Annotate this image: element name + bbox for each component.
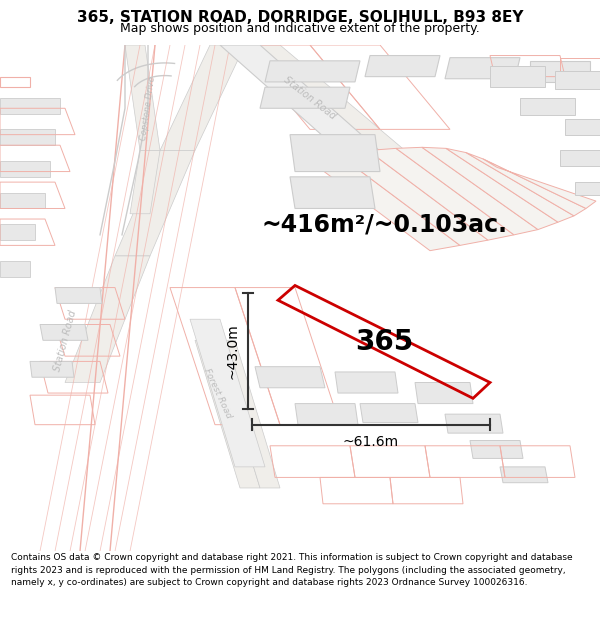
Polygon shape (265, 61, 360, 82)
Polygon shape (415, 382, 473, 404)
Text: Forest Road: Forest Road (203, 367, 233, 419)
Polygon shape (0, 261, 30, 277)
Polygon shape (365, 56, 440, 77)
Polygon shape (0, 98, 60, 114)
Polygon shape (530, 61, 590, 82)
Text: ~43.0m: ~43.0m (226, 323, 240, 379)
Polygon shape (565, 119, 600, 134)
Polygon shape (490, 66, 545, 87)
Polygon shape (220, 45, 415, 182)
Polygon shape (555, 71, 600, 89)
Polygon shape (560, 151, 600, 166)
Polygon shape (290, 134, 380, 171)
Polygon shape (0, 129, 55, 145)
Polygon shape (575, 182, 600, 195)
Polygon shape (310, 156, 460, 251)
Polygon shape (255, 367, 325, 388)
Polygon shape (0, 192, 45, 209)
Text: 365: 365 (355, 328, 413, 356)
Polygon shape (195, 340, 260, 488)
Polygon shape (295, 404, 358, 425)
Polygon shape (125, 45, 160, 151)
Polygon shape (260, 87, 350, 108)
Polygon shape (40, 324, 88, 340)
Polygon shape (55, 288, 102, 303)
Polygon shape (160, 45, 245, 151)
Polygon shape (520, 98, 575, 114)
Text: 365, STATION ROAD, DORRIDGE, SOLIHULL, B93 8EY: 365, STATION ROAD, DORRIDGE, SOLIHULL, B… (77, 10, 523, 25)
Polygon shape (445, 414, 503, 433)
Polygon shape (65, 256, 150, 382)
Text: Copstone Drive: Copstone Drive (139, 76, 157, 141)
Polygon shape (0, 161, 50, 177)
Polygon shape (245, 45, 430, 171)
Polygon shape (396, 148, 538, 235)
Polygon shape (115, 151, 195, 256)
Polygon shape (190, 319, 265, 467)
Polygon shape (335, 372, 398, 393)
Polygon shape (30, 361, 74, 378)
Polygon shape (483, 159, 596, 209)
Polygon shape (0, 224, 35, 240)
Polygon shape (445, 58, 520, 79)
Text: Map shows position and indicative extent of the property.: Map shows position and indicative extent… (120, 22, 480, 35)
Polygon shape (130, 151, 160, 214)
Text: Contains OS data © Crown copyright and database right 2021. This information is : Contains OS data © Crown copyright and d… (11, 554, 572, 587)
Polygon shape (215, 340, 280, 488)
Polygon shape (422, 148, 558, 229)
Text: ~416m²/~0.103ac.: ~416m²/~0.103ac. (262, 213, 508, 236)
Polygon shape (470, 441, 523, 459)
Text: ~61.6m: ~61.6m (343, 435, 399, 449)
Polygon shape (368, 148, 514, 240)
Text: Station Road: Station Road (52, 309, 78, 372)
Polygon shape (500, 467, 548, 482)
Polygon shape (446, 148, 574, 222)
Polygon shape (290, 177, 375, 209)
Polygon shape (360, 404, 418, 422)
Polygon shape (340, 151, 488, 246)
Text: Station Road: Station Road (282, 74, 338, 121)
Polygon shape (466, 152, 586, 216)
